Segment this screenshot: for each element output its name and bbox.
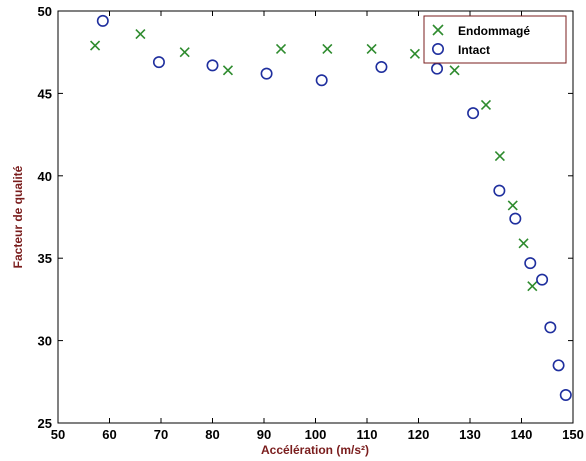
x-tick-label: 120 — [408, 427, 430, 442]
y-tick-label: 25 — [38, 416, 52, 431]
x-tick-label: 70 — [154, 427, 168, 442]
x-tick-label: 60 — [102, 427, 116, 442]
legend-marker-endommage — [432, 24, 444, 36]
y-tick-label: 35 — [38, 251, 52, 266]
legend: Endommagé Intact — [423, 15, 567, 64]
x-tick-label: 50 — [51, 427, 65, 442]
legend-box — [423, 15, 567, 64]
y-tick-label: 40 — [38, 169, 52, 184]
x-axis-label: Accélération (m/s²) — [261, 443, 369, 457]
legend-marker-intact — [431, 42, 444, 55]
x-tick-label: 100 — [305, 427, 327, 442]
point-endommage — [275, 43, 287, 54]
point-intact — [467, 107, 480, 120]
point-endommage — [527, 281, 538, 292]
point-intact — [315, 74, 328, 87]
point-intact — [375, 61, 388, 74]
point-endommage — [449, 65, 460, 76]
point-endommage — [480, 99, 492, 111]
y-tick-label: 45 — [38, 86, 52, 101]
point-intact — [509, 212, 522, 225]
point-intact — [536, 273, 549, 286]
axis-ticks: 50 60 70 80 90 100 110 120 130 140 150 25 30 35 40 45 50 — [38, 4, 584, 442]
point-intact — [552, 359, 565, 372]
data-points — [90, 14, 572, 401]
point-intact — [206, 59, 219, 72]
point-endommage — [222, 65, 234, 76]
point-endommage — [135, 29, 146, 40]
legend-label-intact: Intact — [458, 43, 490, 57]
x-tick-label: 150 — [562, 427, 584, 442]
y-tick-label: 50 — [38, 4, 52, 19]
y-tick-label: 30 — [38, 334, 52, 349]
x-tick-label: 140 — [511, 427, 533, 442]
point-endommage — [494, 150, 505, 162]
point-endommage — [366, 43, 377, 54]
point-endommage — [90, 40, 101, 51]
plot-area — [57, 10, 574, 424]
point-endommage — [322, 43, 333, 54]
x-tick-label: 130 — [459, 427, 481, 442]
x-tick-label: 110 — [357, 427, 378, 442]
x-tick-label: 90 — [257, 427, 271, 442]
point-endommage — [518, 238, 529, 249]
legend-label-endommage: Endommagé — [458, 24, 530, 38]
point-intact — [260, 67, 273, 80]
point-intact — [152, 56, 165, 69]
y-axis-label: Facteur de qualité — [11, 165, 25, 268]
point-endommage — [507, 200, 518, 211]
point-intact — [96, 14, 109, 27]
point-intact — [493, 184, 506, 197]
point-intact — [544, 321, 557, 334]
point-intact — [559, 388, 572, 401]
x-tick-label: 80 — [205, 427, 219, 442]
point-endommage — [409, 48, 420, 59]
point-endommage — [179, 47, 190, 58]
point-intact — [524, 257, 537, 270]
